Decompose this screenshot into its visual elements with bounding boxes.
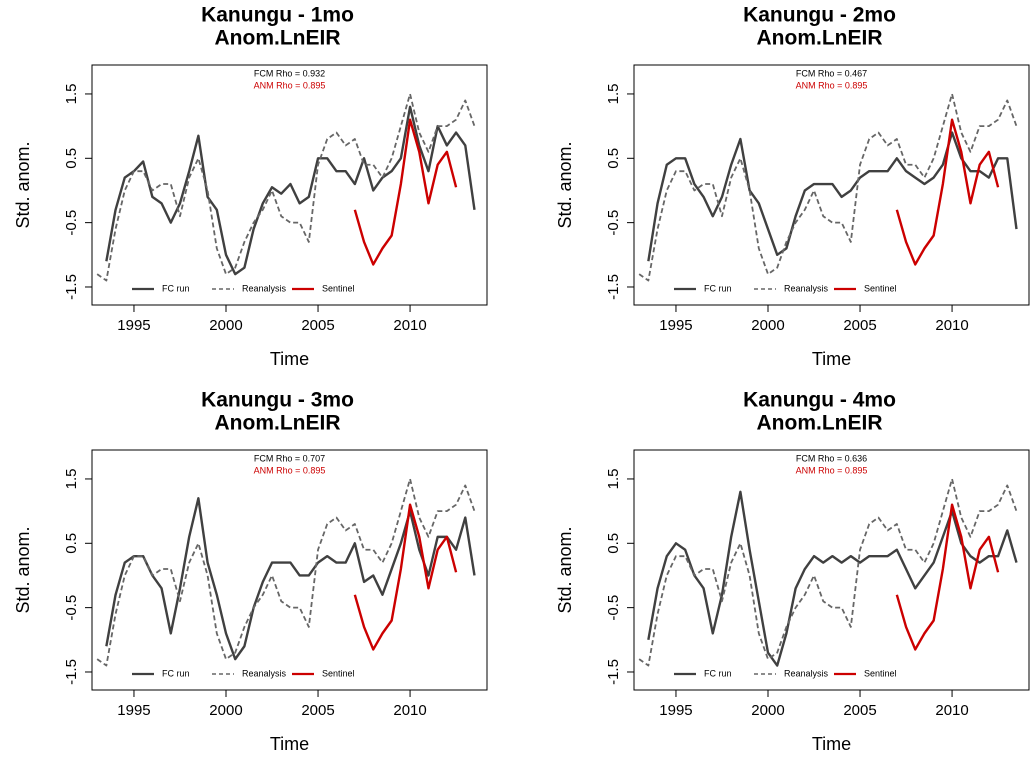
legend-label: Reanalysis [784, 668, 829, 678]
legend-label: Sentinel [322, 283, 355, 293]
plot-frame [633, 449, 1030, 691]
y-axis-label: Std. anom. [13, 141, 33, 228]
legend-label: FC run [704, 668, 732, 678]
chart-subtitle: Anom.LnEIR [757, 412, 883, 435]
y-tick-label: 1.5 [63, 84, 80, 105]
y-tick-label: 1.5 [605, 84, 622, 105]
series-line [105, 497, 476, 661]
chart-title: Kanungu - 3mo [201, 389, 354, 412]
annotation: FCM Rho = 0.707 [254, 453, 325, 463]
y-tick-label: -1.5 [605, 659, 622, 685]
series-line [105, 105, 476, 276]
chart-title: Kanungu - 2mo [743, 4, 896, 27]
annotation: ANM Rho = 0.895 [254, 465, 326, 475]
x-axis-label: Time [812, 349, 851, 369]
x-tick-label: 2005 [843, 317, 876, 334]
chart-subtitle: Anom.LnEIR [215, 27, 341, 50]
y-tick-label: 1.5 [63, 469, 80, 490]
plot-frame [91, 449, 488, 691]
chart-subtitle: Anom.LnEIR [215, 412, 341, 435]
series-line [647, 131, 1018, 262]
y-axis-label: Std. anom. [555, 526, 575, 613]
series-line [353, 118, 458, 266]
y-tick-label: -1.5 [63, 274, 80, 300]
x-tick-label: 2010 [393, 702, 426, 719]
annotation: ANM Rho = 0.895 [796, 80, 868, 90]
x-tick-label: 2000 [209, 702, 242, 719]
y-tick-label: -1.5 [605, 274, 622, 300]
annotation: FCM Rho = 0.636 [796, 453, 867, 463]
series-line [96, 93, 476, 282]
series-line [96, 478, 476, 667]
annotation: FCM Rho = 0.932 [254, 68, 325, 78]
x-tick-label: 2000 [751, 317, 784, 334]
x-tick-label: 2005 [301, 702, 334, 719]
x-tick-label: 1995 [659, 317, 692, 334]
y-tick-label: -0.5 [605, 210, 622, 236]
y-axis-label: Std. anom. [555, 141, 575, 228]
x-axis-label: Time [812, 734, 851, 754]
series-line [638, 478, 1018, 667]
legend-label: Reanalysis [242, 283, 287, 293]
chart-subtitle: Anom.LnEIR [757, 27, 883, 50]
x-tick-label: 2000 [751, 702, 784, 719]
annotation: ANM Rho = 0.895 [254, 80, 326, 90]
legend-label: Sentinel [864, 668, 897, 678]
legend-label: FC run [704, 283, 732, 293]
legend-label: Sentinel [864, 283, 897, 293]
x-axis-label: Time [270, 349, 309, 369]
y-tick-label: -1.5 [63, 659, 80, 685]
x-axis-label: Time [270, 734, 309, 754]
y-tick-label: 0.5 [605, 533, 622, 554]
x-tick-label: 2010 [935, 317, 968, 334]
y-axis-label: Std. anom. [13, 526, 33, 613]
x-tick-label: 2005 [843, 702, 876, 719]
x-tick-label: 1995 [117, 702, 150, 719]
legend-label: FC run [162, 668, 190, 678]
plot-frame [91, 64, 488, 306]
legend-label: FC run [162, 283, 190, 293]
series-line [895, 118, 1000, 266]
x-tick-label: 1995 [659, 702, 692, 719]
x-tick-label: 2010 [393, 317, 426, 334]
series-line [638, 93, 1018, 282]
x-tick-label: 2005 [301, 317, 334, 334]
y-tick-label: -0.5 [63, 595, 80, 621]
x-tick-label: 1995 [117, 317, 150, 334]
series-line [647, 490, 1018, 667]
x-tick-label: 2000 [209, 317, 242, 334]
legend-label: Reanalysis [242, 668, 287, 678]
y-tick-label: -0.5 [63, 210, 80, 236]
y-tick-label: -0.5 [605, 595, 622, 621]
y-tick-label: 1.5 [605, 469, 622, 490]
legend-label: Reanalysis [784, 283, 829, 293]
series-line [353, 503, 458, 651]
x-tick-label: 2010 [935, 702, 968, 719]
y-tick-label: 0.5 [63, 533, 80, 554]
series-line [895, 503, 1000, 651]
y-tick-label: 0.5 [63, 148, 80, 169]
y-tick-label: 0.5 [605, 148, 622, 169]
plot-frame [633, 64, 1030, 306]
annotation: FCM Rho = 0.467 [796, 68, 867, 78]
annotation: ANM Rho = 0.895 [796, 465, 868, 475]
chart-title: Kanungu - 1mo [201, 4, 354, 27]
chart-title: Kanungu - 4mo [743, 389, 896, 412]
legend-label: Sentinel [322, 668, 355, 678]
